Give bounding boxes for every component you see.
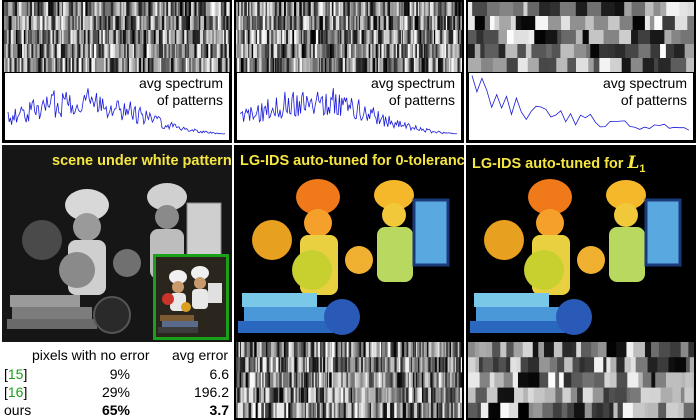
pattern-stripes-1 [4,2,230,72]
scene-title-zero-tolerance: LG-IDS auto-tuned for 0-tolerance [240,153,464,169]
spectrum-label-1: avg spectrum of patterns [138,75,223,108]
col-header-no-error: pixels with no error [32,347,150,363]
row-method-ours: ours [4,402,32,418]
row-method-16: [16] [4,384,28,400]
spectrum-label-2: avg spectrum of patterns [370,75,455,108]
pattern-panel-3: avg spectrum of patterns [466,0,696,143]
spectrum-plot-3: avg spectrum of patterns [468,72,694,141]
row-method-15: [15] [4,366,28,382]
row-no-error-15: 9% [109,366,130,382]
pattern-panel-2: avg spectrum of patterns [234,0,464,143]
spectrum-plot-1: avg spectrum of patterns [4,72,230,141]
row-avg-error-ours: 3.7 [209,402,229,418]
pattern-panel-1: avg spectrum of patterns [2,0,232,143]
row-avg-error-15: 6.6 [209,366,229,382]
row-avg-error-16: 196.2 [193,384,229,400]
scene-l1: LG-IDS auto-tuned for L1 [466,145,696,342]
pattern-stripes-2 [236,2,462,72]
pattern-stripes-3 [468,2,694,72]
scene-title-white: scene under white pattern [52,153,232,169]
scene-white-pattern: scene under white pattern [2,145,232,342]
row-no-error-ours: 65% [101,402,130,418]
spectrum-label-3: avg spectrum of patterns [602,75,687,108]
spectrum-plot-2: avg spectrum of patterns [236,72,462,141]
col-header-avg-error: avg error [172,347,229,363]
inset-color-photo [153,254,229,340]
bottom-pattern-2 [234,342,464,420]
scene-title-l1: LG-IDS auto-tuned for L1 [472,153,646,175]
scene-zero-tolerance: LG-IDS auto-tuned for 0-tolerance [234,145,464,342]
row-no-error-16: 29% [101,384,130,400]
bottom-pattern-3 [466,342,696,420]
